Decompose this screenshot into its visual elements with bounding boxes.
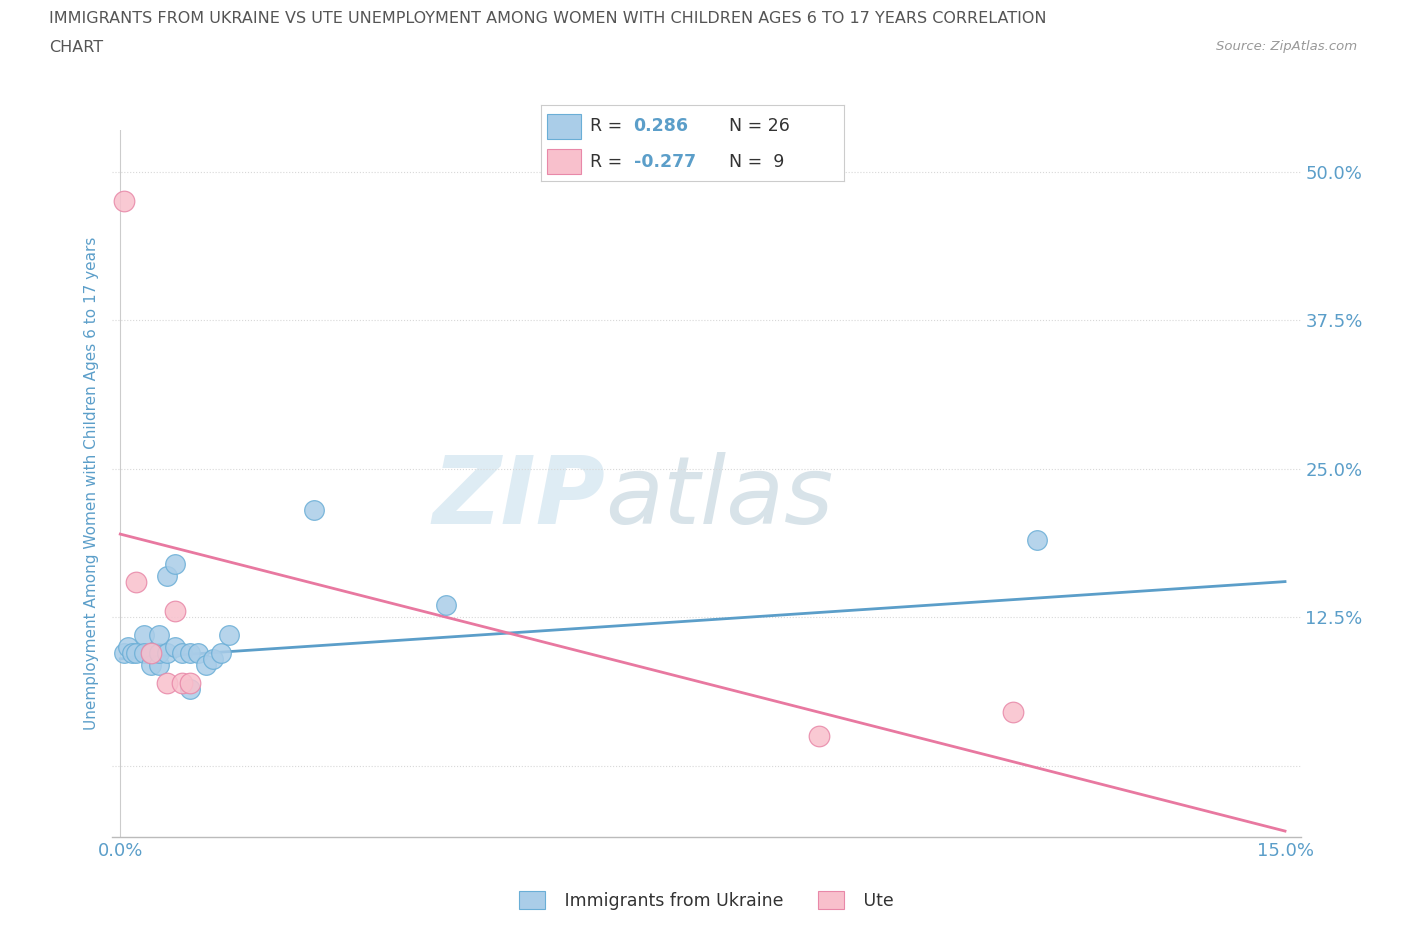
Point <box>179 681 201 696</box>
Text: ZIP: ZIP <box>433 452 606 544</box>
Point <box>1025 533 1047 548</box>
FancyBboxPatch shape <box>547 114 581 139</box>
Point <box>434 598 457 613</box>
Point <box>117 640 139 655</box>
Point <box>141 658 163 672</box>
Point <box>121 645 143 660</box>
Text: CHART: CHART <box>49 40 103 55</box>
Point <box>202 651 225 666</box>
Point <box>187 645 209 660</box>
Point <box>156 568 179 583</box>
Point <box>148 645 170 660</box>
Point <box>808 728 831 743</box>
Point <box>148 658 170 672</box>
FancyBboxPatch shape <box>547 150 581 174</box>
Point <box>132 628 155 643</box>
Point <box>112 194 135 209</box>
Point <box>209 645 232 660</box>
Point <box>163 640 186 655</box>
Text: atlas: atlas <box>606 452 834 543</box>
Point <box>172 645 194 660</box>
Text: R =: R = <box>589 153 627 170</box>
Y-axis label: Unemployment Among Women with Children Ages 6 to 17 years: Unemployment Among Women with Children A… <box>83 237 98 730</box>
Point <box>156 645 179 660</box>
Text: R =: R = <box>589 117 627 136</box>
Point <box>125 574 148 589</box>
Legend:  Immigrants from Ukraine,  Ute: Immigrants from Ukraine, Ute <box>519 891 894 910</box>
Text: N = 26: N = 26 <box>728 117 790 136</box>
Point <box>194 658 217 672</box>
Point <box>125 645 148 660</box>
Text: N =  9: N = 9 <box>728 153 785 170</box>
Point <box>1002 705 1025 720</box>
Point <box>218 628 240 643</box>
Point <box>179 645 201 660</box>
Point <box>132 645 155 660</box>
Text: 0.286: 0.286 <box>634 117 689 136</box>
Text: IMMIGRANTS FROM UKRAINE VS UTE UNEMPLOYMENT AMONG WOMEN WITH CHILDREN AGES 6 TO : IMMIGRANTS FROM UKRAINE VS UTE UNEMPLOYM… <box>49 11 1046 26</box>
Text: -0.277: -0.277 <box>634 153 696 170</box>
Point <box>304 503 326 518</box>
Point <box>141 645 163 660</box>
Point <box>148 628 170 643</box>
Point <box>156 675 179 690</box>
Point <box>163 604 186 618</box>
Text: Source: ZipAtlas.com: Source: ZipAtlas.com <box>1216 40 1357 53</box>
Point <box>141 645 163 660</box>
Point <box>163 556 186 571</box>
Point <box>112 645 135 660</box>
Point <box>172 675 194 690</box>
Point <box>179 675 201 690</box>
